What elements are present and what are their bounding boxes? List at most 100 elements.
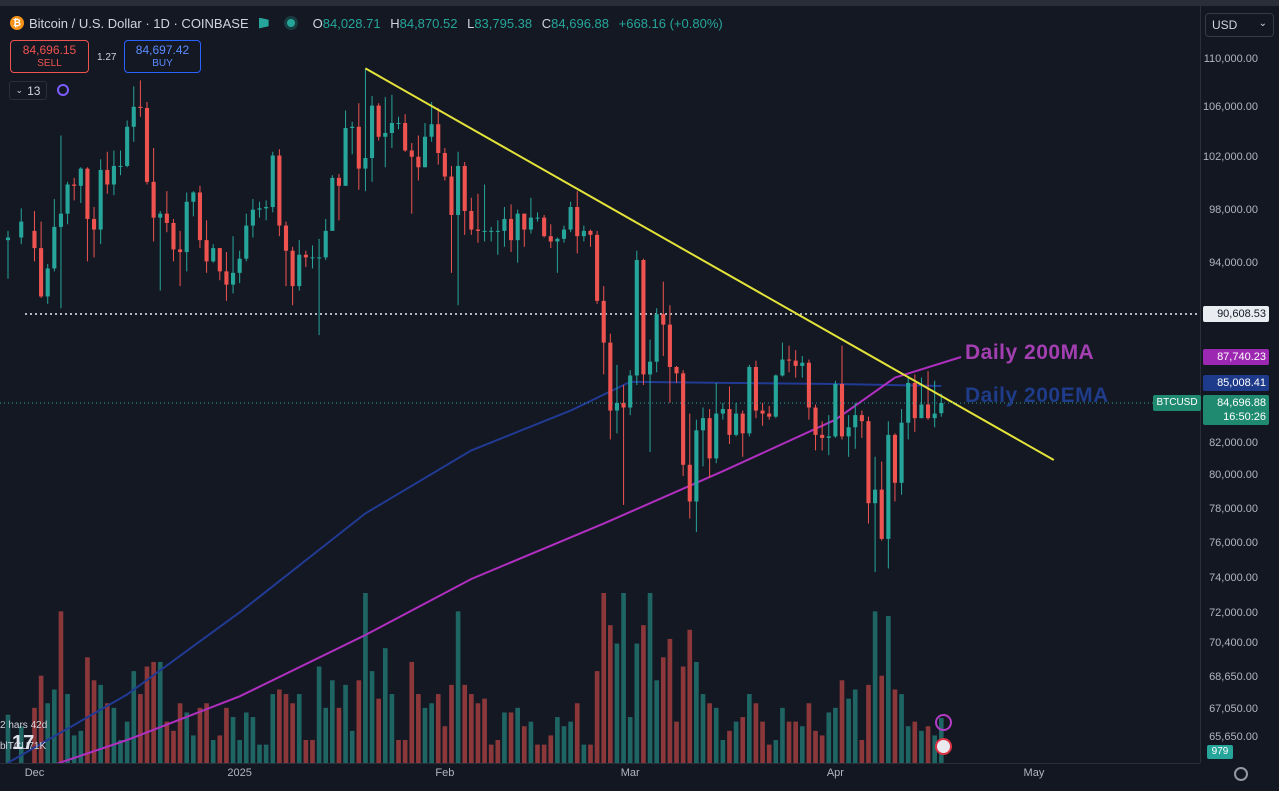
volume-bar [561,726,567,763]
candle-body [760,410,765,414]
volume-bar [541,744,547,763]
ema200-series [7,380,942,763]
candle-body [429,124,434,137]
candle-body [363,158,368,169]
candle-body [257,208,262,210]
candle-body [158,213,163,218]
currency-select[interactable]: USD ⌄ [1205,13,1274,37]
candle-body [548,236,553,242]
volume-bar [349,730,355,763]
candle-body [369,105,375,158]
time-tick-label: Mar [620,767,640,779]
candle-body [138,106,143,108]
candle-body [515,213,520,241]
volume-bar [899,694,904,763]
candle-body [317,257,322,259]
candle-body [833,383,838,437]
us-flag-event-icon[interactable] [935,738,952,755]
symbol-price-tag: BTCUSD [1153,395,1201,411]
volume-bar [594,671,600,763]
candle-body [230,272,236,285]
ema200-line [7,380,942,763]
chart-canvas[interactable] [0,6,1200,763]
candle-body [495,230,500,232]
volume-bar [32,707,37,763]
indicators-toggle[interactable]: ⌄ 13 [9,81,47,100]
candle-body [919,404,924,419]
lightning-event-icon[interactable] [935,714,952,731]
volume-bar [455,611,461,763]
candle-body [131,106,136,127]
volume-bar [435,694,441,763]
candle-body [250,209,255,226]
top-border [0,0,1279,6]
candle-body [826,436,831,438]
price-tick-label: 102,000.00 [1202,151,1258,163]
last-price-value: 84,696.88 [1217,397,1266,409]
candle-body [389,123,394,133]
candle-body [614,402,620,411]
tradingview-logo[interactable]: 17 [12,732,35,754]
candle-body [793,360,798,366]
candle-body [647,361,653,375]
time-tick-label: May [1023,767,1045,779]
resistance-trendline [364,67,1055,461]
volume-bar [674,721,679,763]
volume-bar [277,689,282,763]
candle-body [740,413,745,434]
volume-bar [786,721,792,763]
ma-price-badge: 87,740.23 [1203,349,1269,365]
price-chart-pane[interactable] [0,6,1200,763]
candle-body [813,407,818,435]
buy-button[interactable]: 84,697.42 BUY [124,40,201,73]
candle-body [767,413,772,417]
gear-icon[interactable] [1234,767,1248,781]
sell-button[interactable]: 84,696.15 SELL [10,40,89,73]
volume-bar [833,707,838,763]
candle-body [65,184,70,214]
volume-bar [495,740,501,763]
ma200-series [56,356,962,763]
volume-bar [296,694,302,763]
volume-bar [151,661,156,763]
candle-body [204,240,209,262]
volume-bar [475,703,481,763]
last-price-badge: 84,696.88 16:50:26 [1203,395,1269,425]
candle-body [19,221,24,238]
time-tick-label: 2025 [227,767,252,779]
candle-body [687,464,692,502]
candle-body [595,234,600,301]
candle-body [310,257,315,259]
volume-bar [687,629,693,763]
candle-body [661,314,666,325]
ema-annotation: Daily 200EMA [965,384,1109,407]
candle-body [800,362,805,366]
volume-bar [846,698,851,763]
candle-body [528,217,533,230]
candle-body [873,489,878,504]
volume-bar [634,643,640,763]
volume-bar [912,721,918,763]
volume-bar [164,721,170,763]
time-axis[interactable] [0,763,1200,791]
price-tick-label: 65,650.00 [1209,731,1258,743]
currency-label: USD [1212,18,1238,32]
volume-bar [52,689,57,763]
volume-bar [766,744,772,763]
volume-bar [343,684,348,763]
volume-bar [369,671,375,763]
flag-icon[interactable] [258,17,269,29]
chevron-down-icon: ⌄ [1258,18,1267,29]
price-tick-label: 72,000.00 [1209,607,1258,619]
volume-bar [488,744,494,763]
indicator-settings-icon[interactable] [57,84,69,96]
volume-bar [217,735,223,763]
volume-bar [694,661,699,763]
symbol-title[interactable]: Bitcoin / U.S. Dollar · 1D · COINBASE [29,15,249,31]
candle-body [125,126,130,166]
candle-body [39,248,44,297]
candle-body [144,108,150,182]
candle-body [237,258,242,273]
volume-bar [852,689,858,763]
volume-bar [574,703,580,763]
